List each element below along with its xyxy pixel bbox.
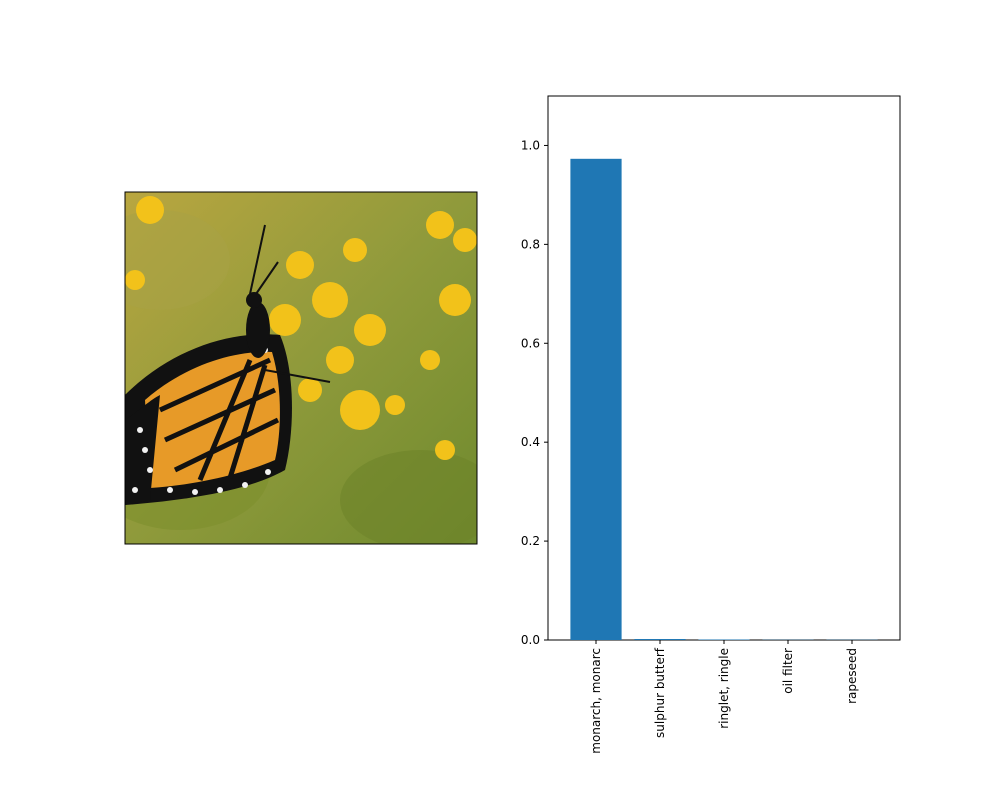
x-tick-label: monarch, monarc bbox=[589, 648, 603, 754]
flower-cluster bbox=[125, 196, 477, 460]
bar-1 bbox=[634, 639, 686, 640]
image-frame bbox=[124, 191, 478, 545]
bar-0 bbox=[570, 158, 622, 641]
y-tick-label: 0.8 bbox=[521, 237, 540, 251]
y-tick-label: 0.6 bbox=[521, 336, 540, 350]
x-tick-label: oil filter bbox=[781, 648, 795, 694]
butterfly-photo bbox=[125, 192, 477, 544]
image-panel bbox=[124, 191, 478, 545]
x-tick-label: rapeseed bbox=[845, 648, 859, 704]
y-tick-label: 0.2 bbox=[521, 534, 540, 548]
y-axis: 0.0 0.2 0.4 0.6 0.8 1.0 bbox=[521, 138, 548, 647]
bars bbox=[570, 158, 878, 641]
x-axis: monarch, monarc sulphur butterf ringlet, r… bbox=[589, 640, 859, 754]
x-tick-label: sulphur butterf bbox=[653, 647, 667, 738]
y-tick-label: 0.0 bbox=[521, 633, 540, 647]
x-tick-label: ringlet, ringle bbox=[717, 648, 731, 729]
butterfly-wing bbox=[125, 224, 331, 505]
bar-chart: 0.0 0.2 0.4 0.6 0.8 1.0 monarch, monarc sulphu… bbox=[521, 95, 901, 754]
y-tick-label: 0.4 bbox=[521, 435, 540, 449]
y-tick-label: 1.0 bbox=[521, 138, 540, 152]
